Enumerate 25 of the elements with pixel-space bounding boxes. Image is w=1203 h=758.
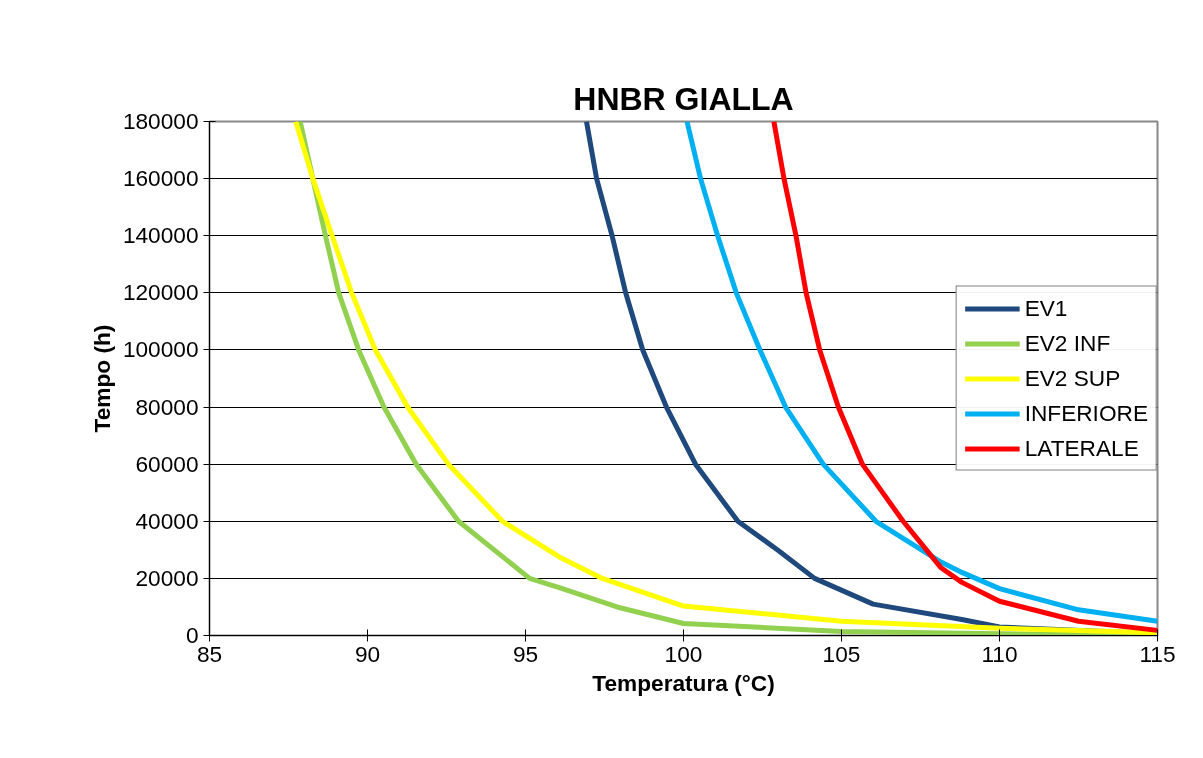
y-tick-label: 20000 bbox=[135, 564, 199, 591]
x-tick-label: 110 bbox=[981, 640, 1018, 667]
y-tick-label: 80000 bbox=[135, 393, 199, 420]
x-tick-label: 115 bbox=[1139, 640, 1176, 667]
legend-label: EV2 INF bbox=[1024, 329, 1111, 357]
y-tick-label: 100000 bbox=[122, 336, 199, 363]
x-tick-label: 100 bbox=[664, 640, 703, 667]
legend-label: EV2 SUP bbox=[1024, 364, 1121, 392]
x-tick-label: 85 bbox=[196, 640, 223, 667]
y-tick-label: 160000 bbox=[122, 165, 199, 192]
chart-title: HNBR GIALLA bbox=[573, 80, 794, 117]
y-tick-label: 120000 bbox=[122, 279, 199, 306]
legend-label: LATERALE bbox=[1024, 434, 1139, 462]
y-tick-label: 140000 bbox=[122, 222, 199, 249]
legend-label: INFERIORE bbox=[1024, 399, 1148, 427]
x-tick-label: 105 bbox=[822, 640, 861, 667]
x-tick-label: 95 bbox=[512, 640, 539, 667]
y-tick-label: 60000 bbox=[135, 450, 199, 477]
legend-label: EV1 bbox=[1024, 294, 1068, 322]
y-axis-title: Tempo (h) bbox=[88, 324, 115, 433]
y-tick-label: 180000 bbox=[122, 108, 199, 134]
x-axis-title: Temperatura (°C) bbox=[592, 669, 775, 696]
y-tick-label: 0 bbox=[185, 622, 199, 648]
y-tick-label: 40000 bbox=[135, 507, 199, 534]
x-tick-label: 90 bbox=[354, 640, 381, 667]
